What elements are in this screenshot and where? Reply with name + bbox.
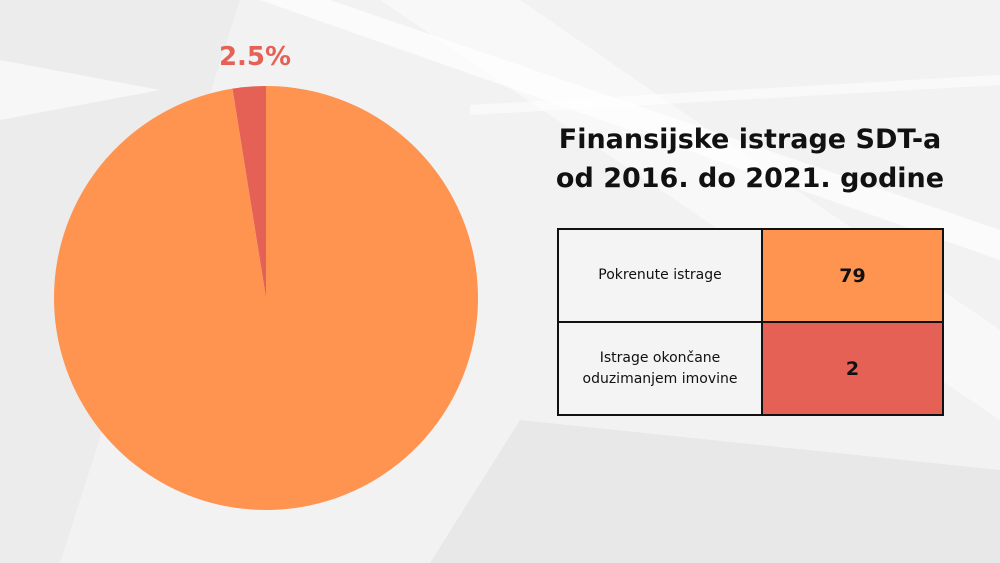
data-table: Pokrenute istrage 79 Istrage okončane od… <box>557 228 944 416</box>
chart-title-line2: od 2016. do 2021. godine <box>555 163 945 195</box>
table-row-label-line1: Istrage okončane <box>599 349 721 366</box>
table-row-label: Istrage okončane oduzimanjem imovine <box>557 321 763 416</box>
pie-slice-0 <box>232 86 266 298</box>
pie-slice-1 <box>53 86 478 511</box>
table-row-value: 79 <box>761 228 944 323</box>
table-row: Istrage okončane oduzimanjem imovine 2 <box>557 321 944 416</box>
table-row-label-line2: oduzimanjem imovine <box>582 370 738 387</box>
table-row-label: Pokrenute istrage <box>557 228 763 323</box>
chart-title: Finansijske istrage SDT-a od 2016. do 20… <box>545 120 955 198</box>
table-row: Pokrenute istrage 79 <box>557 228 944 323</box>
chart-title-line1: Finansijske istrage SDT-a <box>558 124 942 155</box>
table-row-value: 2 <box>761 321 944 416</box>
pie-slice-percent-label: 2.5% <box>218 42 292 72</box>
